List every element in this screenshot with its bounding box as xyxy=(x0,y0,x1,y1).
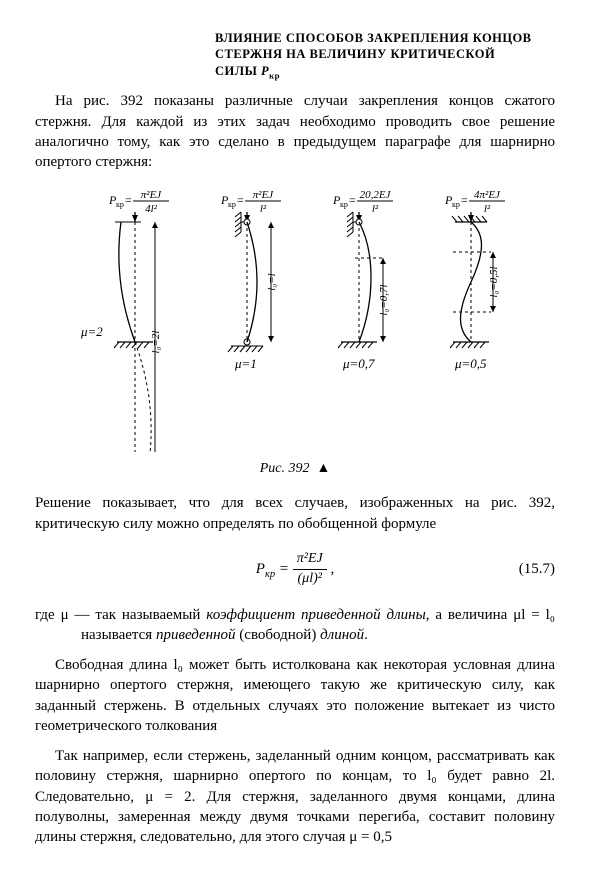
title-symbol: P xyxy=(261,64,269,78)
svg-text:μ=1: μ=1 xyxy=(234,356,257,371)
p3d: приведенной xyxy=(156,627,236,643)
eq-den: (μl)² xyxy=(293,570,327,589)
p3f: длиной xyxy=(320,627,364,643)
equation-row: Pкр = π²EJ (μl)² , (15.7) xyxy=(35,550,555,589)
svg-text:l₀=0,5l: l₀=0,5l xyxy=(488,267,500,298)
svg-text:l₀=0,7l: l₀=0,7l xyxy=(378,285,390,316)
figure-392: Pкр=π²EJ4l²l₀=2lμ=2Pкр=π²EJl²l₀=lμ=1Pкр=… xyxy=(55,182,535,452)
eq-num: π²EJ xyxy=(293,550,327,570)
svg-text:=: = xyxy=(461,193,468,207)
caption-triangle: ▲ xyxy=(316,461,330,476)
svg-text:20,2EJ: 20,2EJ xyxy=(360,189,392,201)
svg-text:=: = xyxy=(125,193,132,207)
equation: Pкр = π²EJ (μl)² , xyxy=(85,550,505,589)
caption-prefix: Рис. xyxy=(260,461,289,476)
p3a: где μ — так называемый xyxy=(35,607,206,623)
svg-text:l²: l² xyxy=(484,203,491,215)
svg-text:кр: кр xyxy=(228,200,236,209)
svg-text:μ=0,5: μ=0,5 xyxy=(454,356,487,371)
title-line1: ВЛИЯНИЕ СПОСОБОВ ЗАКРЕПЛЕНИЯ КОНЦОВ xyxy=(215,31,532,45)
svg-text:l₀=l: l₀=l xyxy=(266,274,278,291)
svg-text:μ=0,7: μ=0,7 xyxy=(342,356,375,371)
svg-text:l²: l² xyxy=(372,203,379,215)
svg-text:π²EJ: π²EJ xyxy=(253,189,275,201)
svg-text:=: = xyxy=(349,193,356,207)
p3e: (свободной) xyxy=(236,627,321,643)
svg-text:=: = xyxy=(237,193,244,207)
paragraph-3: где μ — так называемый коэффициент приве… xyxy=(35,605,555,646)
paragraph-1: На рис. 392 показаны различные случаи за… xyxy=(35,91,555,172)
svg-text:кр: кр xyxy=(452,200,460,209)
eq-lhs: P xyxy=(256,561,265,577)
eq-lhs-sub: кр xyxy=(265,569,275,580)
caption-num: 392 xyxy=(288,461,309,476)
paragraph-5: Так например, если стержень, заделанный … xyxy=(35,746,555,847)
svg-text:π²EJ: π²EJ xyxy=(141,189,163,201)
title-line2: СТЕРЖНЯ НА ВЕЛИЧИНУ КРИТИЧЕСКОЙ xyxy=(215,47,495,61)
p3b: коэффициент приведенной длины xyxy=(206,607,425,623)
svg-text:кр: кр xyxy=(340,200,348,209)
title-symbol-sub: кр xyxy=(269,70,280,80)
svg-text:кр: кр xyxy=(116,200,124,209)
svg-text:l²: l² xyxy=(260,203,267,215)
svg-text:4l²: 4l² xyxy=(145,203,158,215)
paragraph-4: Свободная длина l₀ может быть истолкован… xyxy=(35,655,555,736)
svg-text:4π²EJ: 4π²EJ xyxy=(474,189,501,201)
section-title: ВЛИЯНИЕ СПОСОБОВ ЗАКРЕПЛЕНИЯ КОНЦОВ СТЕР… xyxy=(215,30,555,81)
figure-caption: Рис. 392 ▲ xyxy=(35,460,555,479)
equation-number: (15.7) xyxy=(505,559,555,579)
title-line3a: СИЛЫ xyxy=(215,64,261,78)
paragraph-2: Решение показывает, что для всех случаев… xyxy=(35,493,555,534)
svg-text:l₀=2l: l₀=2l xyxy=(150,331,162,354)
p3g: . xyxy=(364,627,368,643)
svg-text:μ=2: μ=2 xyxy=(80,324,103,339)
